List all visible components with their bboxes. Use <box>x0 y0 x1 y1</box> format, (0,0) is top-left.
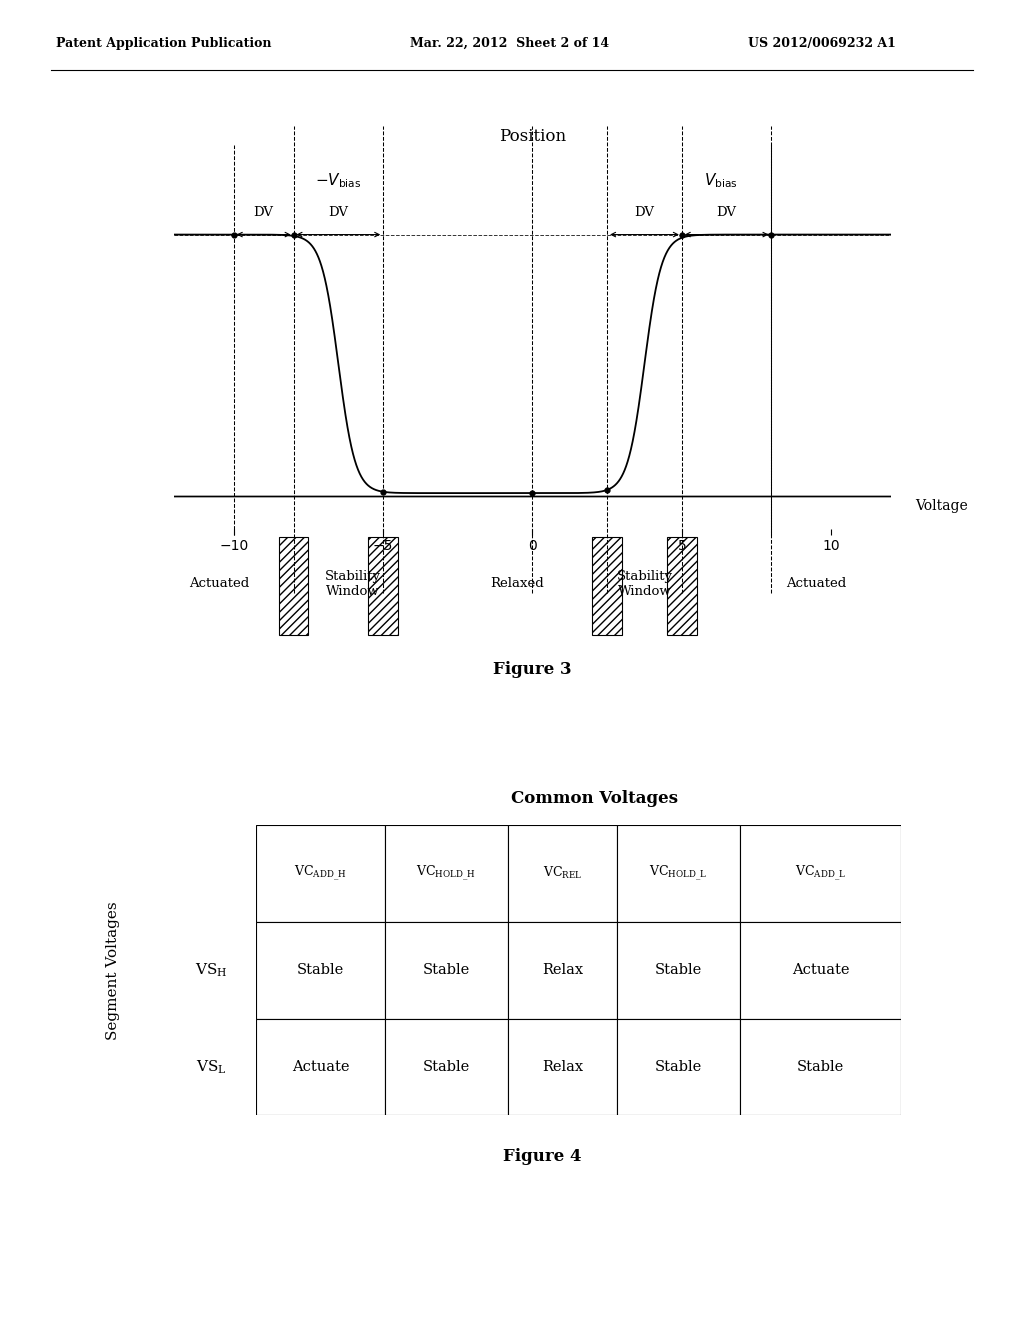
Text: Stable: Stable <box>655 1060 702 1074</box>
Text: Voltage: Voltage <box>914 499 968 513</box>
Text: Actuate: Actuate <box>792 964 849 977</box>
Text: VC$_{\mathregular{REL}}$: VC$_{\mathregular{REL}}$ <box>543 866 582 882</box>
Text: Relax: Relax <box>542 964 583 977</box>
Text: DV: DV <box>717 206 736 219</box>
Text: Actuate: Actuate <box>292 1060 349 1074</box>
Bar <box>256 921 385 1019</box>
Text: VS$_{\mathregular{L}}$: VS$_{\mathregular{L}}$ <box>196 1059 226 1076</box>
Text: VC$_{\mathregular{HOLD\_H}}$: VC$_{\mathregular{HOLD\_H}}$ <box>417 863 476 883</box>
Bar <box>385 1019 508 1115</box>
Text: Mar. 22, 2012  Sheet 2 of 14: Mar. 22, 2012 Sheet 2 of 14 <box>410 37 608 50</box>
Text: Actuated: Actuated <box>786 577 847 590</box>
Text: DV: DV <box>329 206 348 219</box>
Text: DV: DV <box>254 206 273 219</box>
Text: VS$_{\mathregular{H}}$: VS$_{\mathregular{H}}$ <box>195 961 227 979</box>
Text: Position: Position <box>499 128 566 145</box>
Text: Relax: Relax <box>542 1060 583 1074</box>
Text: Stability
Window: Stability Window <box>326 570 381 598</box>
Text: Stable: Stable <box>423 964 470 977</box>
Bar <box>385 825 508 921</box>
Text: Relaxed: Relaxed <box>490 577 545 590</box>
Text: Patent Application Publication: Patent Application Publication <box>56 37 271 50</box>
Text: $-V_{\mathrm{bias}}$: $-V_{\mathrm{bias}}$ <box>315 172 361 190</box>
Bar <box>667 537 696 635</box>
Bar <box>385 921 508 1019</box>
Text: Stable: Stable <box>423 1060 470 1074</box>
Text: Stable: Stable <box>655 964 702 977</box>
Bar <box>508 825 617 921</box>
Text: Stability
Window: Stability Window <box>616 570 673 598</box>
Bar <box>739 921 901 1019</box>
Bar <box>739 1019 901 1115</box>
Bar <box>739 825 901 921</box>
Text: Actuated: Actuated <box>188 577 249 590</box>
Text: Stable: Stable <box>297 964 344 977</box>
Bar <box>508 921 617 1019</box>
Bar <box>369 537 398 635</box>
Bar <box>279 537 308 635</box>
Bar <box>256 825 385 921</box>
Text: Figure 3: Figure 3 <box>494 661 571 678</box>
Text: VC$_{\mathregular{ADD\_L}}$: VC$_{\mathregular{ADD\_L}}$ <box>795 863 846 883</box>
Bar <box>508 1019 617 1115</box>
Bar <box>617 1019 739 1115</box>
Bar <box>592 537 623 635</box>
Bar <box>256 1019 385 1115</box>
Text: Common Voltages: Common Voltages <box>511 791 678 807</box>
Text: Figure 4: Figure 4 <box>504 1148 582 1164</box>
Bar <box>617 825 739 921</box>
Bar <box>617 921 739 1019</box>
Text: Segment Voltages: Segment Voltages <box>105 900 120 1040</box>
Text: Stable: Stable <box>797 1060 844 1074</box>
Text: DV: DV <box>635 206 654 219</box>
Text: VC$_{\mathregular{HOLD\_L}}$: VC$_{\mathregular{HOLD\_L}}$ <box>649 863 708 883</box>
Text: $V_{\mathrm{bias}}$: $V_{\mathrm{bias}}$ <box>703 172 737 190</box>
Text: VC$_{\mathregular{ADD\_H}}$: VC$_{\mathregular{ADD\_H}}$ <box>294 863 347 883</box>
Text: US 2012/0069232 A1: US 2012/0069232 A1 <box>748 37 895 50</box>
